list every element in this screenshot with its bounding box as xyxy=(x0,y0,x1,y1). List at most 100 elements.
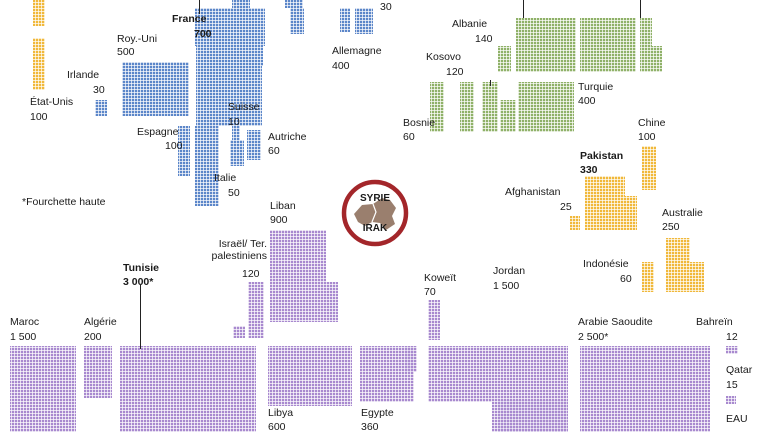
value-turquie: 400 xyxy=(578,95,596,107)
leader-line xyxy=(640,0,641,18)
waffle-block-arab xyxy=(248,282,264,338)
waffle-block-arab xyxy=(270,282,326,322)
label-liban: Liban xyxy=(270,200,296,212)
label-australie: Australie xyxy=(662,207,703,219)
value-irlande: 30 xyxy=(93,84,105,96)
value-liban: 900 xyxy=(270,214,288,226)
waffle-block-arab xyxy=(428,300,440,340)
label-israel: Israël/ Ter. palestiniens xyxy=(211,238,267,262)
leader-line xyxy=(140,285,141,349)
waffle-block-asia xyxy=(585,176,625,230)
waffle-block-asia xyxy=(570,216,580,230)
footnote: *Fourchette haute xyxy=(22,196,106,208)
leader-line xyxy=(490,80,491,86)
waffle-block-europe xyxy=(340,8,350,32)
waffle-block-balkans xyxy=(518,82,574,132)
waffle-block-europe xyxy=(232,0,250,8)
label-turquie: Turquie xyxy=(578,81,614,93)
waffle-block-arab xyxy=(326,282,338,322)
value-qatar: 15 xyxy=(726,379,738,391)
waffle-block-arab xyxy=(498,400,568,432)
value-unnamed-30: 30 xyxy=(380,1,392,13)
waffle-block-europe xyxy=(196,46,263,66)
waffle-block-arab xyxy=(10,346,76,432)
waffle-block-balkans xyxy=(430,82,444,132)
label-algerie: Algérie xyxy=(84,316,117,328)
waffle-block-europe xyxy=(195,8,265,46)
value-afghanistan: 25 xyxy=(560,201,572,213)
waffle-block-asia xyxy=(642,146,656,190)
label-roy-uni: Roy.-Uni xyxy=(117,33,158,45)
waffle-block-balkans xyxy=(580,18,636,72)
value-allemagne: 400 xyxy=(332,60,350,72)
label-bahrein: Bahreïn xyxy=(696,316,733,328)
waffle-block-asia xyxy=(625,196,637,230)
value-maroc: 1 500 xyxy=(10,331,37,343)
logo-top-text: SYRIE xyxy=(360,193,390,204)
leader-line xyxy=(199,0,200,14)
waffle-block-europe xyxy=(122,62,189,116)
value-egypte: 360 xyxy=(361,421,379,433)
leader-line xyxy=(523,0,524,18)
waffle-block-balkans xyxy=(652,46,662,72)
label-chine: Chine xyxy=(638,117,666,129)
waffle-block-arab xyxy=(726,396,736,404)
waffle-block-balkans xyxy=(500,100,516,132)
label-irlande: Irlande xyxy=(67,69,100,81)
value-chine: 100 xyxy=(638,131,656,143)
logo-bottom-text: IRAK xyxy=(363,223,388,234)
label-jordan: Jordan xyxy=(493,265,526,277)
value-suisse: 10 xyxy=(228,116,240,128)
waffle-block-balkans xyxy=(460,82,474,132)
waffle-block-europe xyxy=(178,126,190,176)
label-kosovo: Kosovo xyxy=(426,51,462,63)
waffle-block-balkans xyxy=(516,18,576,72)
waffle-block-arab xyxy=(233,326,245,338)
label-allemagne: Allemagne xyxy=(332,45,382,57)
label-qatar: Qatar xyxy=(726,364,753,376)
waffle-block-arab xyxy=(580,346,710,432)
value-bahrein: 12 xyxy=(726,331,738,343)
waffle-block-asia xyxy=(33,0,45,26)
waffle-block-europe xyxy=(355,8,373,34)
waffle-block-arab xyxy=(428,346,492,402)
label-italie: Italie xyxy=(214,172,237,184)
value-algerie: 200 xyxy=(84,331,102,343)
waffle-block-europe xyxy=(230,140,244,166)
label-albanie: Albanie xyxy=(452,18,488,30)
value-australie: 250 xyxy=(662,221,680,233)
value-indonesie: 60 xyxy=(620,273,632,285)
value-roy-uni: 500 xyxy=(117,46,135,58)
label-france: France xyxy=(172,13,207,25)
label-afghanistan: Afghanistan xyxy=(505,186,561,198)
waffle-block-arab xyxy=(270,230,326,282)
value-arabie-saoudite: 2 500* xyxy=(578,331,609,343)
label-libya: Libya xyxy=(268,407,294,419)
waffle-block-arab xyxy=(120,346,256,432)
value-bosnie: 60 xyxy=(403,131,415,143)
waffle-block-europe xyxy=(95,100,107,116)
value-italie: 50 xyxy=(228,187,240,199)
waffle-block-europe xyxy=(232,126,240,140)
value-libya: 600 xyxy=(268,421,286,433)
waffle-block-europe xyxy=(290,8,304,34)
label-tunisie: Tunisie xyxy=(123,262,159,274)
label-maroc: Maroc xyxy=(10,316,40,328)
label-espagne: Espagne xyxy=(137,126,179,138)
label-pakistan: Pakistan xyxy=(580,150,624,162)
waffle-block-europe xyxy=(247,130,261,160)
label-eau: EAU xyxy=(726,413,748,425)
label-autriche: Autriche xyxy=(268,131,307,143)
waffle-block-balkans xyxy=(640,18,652,72)
value-koweit: 70 xyxy=(424,286,436,298)
value-albanie: 140 xyxy=(475,33,493,45)
waffle-block-arab xyxy=(726,346,738,354)
value-kosovo: 120 xyxy=(446,66,464,78)
waffle-block-europe xyxy=(196,66,262,126)
value-autriche: 60 xyxy=(268,145,280,157)
waffle-block-balkans xyxy=(498,46,511,72)
value-etats-unis: 100 xyxy=(30,111,48,123)
label-suisse: Suisse xyxy=(228,101,260,113)
